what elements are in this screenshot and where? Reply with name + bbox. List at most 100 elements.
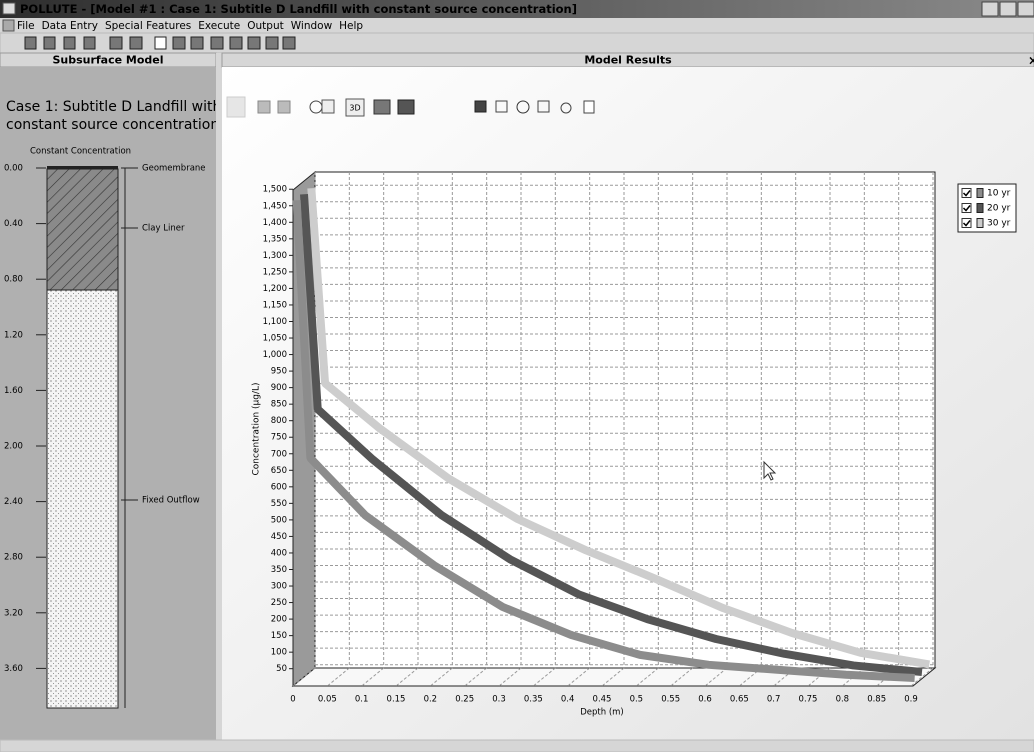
tool-button[interactable] (278, 101, 290, 113)
doc-icon (3, 20, 14, 31)
x-tick-label: 0.85 (867, 695, 886, 705)
tool-button[interactable] (230, 37, 242, 49)
y-tick-label: 500 (271, 515, 287, 525)
screen: POLLUTE - [Model #1 : Case 1: Subtitle D… (0, 0, 1034, 752)
tool-button[interactable] (64, 37, 75, 49)
y-tick-label: 350 (271, 565, 287, 575)
chart: 5010015020025030035040045050055060065070… (252, 172, 1017, 718)
x-tick-label: 0.45 (593, 695, 612, 705)
legend-checkbox[interactable] (962, 189, 971, 198)
menu-item[interactable]: Output (247, 20, 283, 32)
y-tick-label: 1,350 (263, 234, 287, 244)
page: {"window": {"title": "POLLUTE - [Model #… (0, 0, 1034, 752)
close-button[interactable] (1018, 2, 1034, 16)
depth-label: 3.20 (4, 608, 23, 618)
menu-item[interactable]: Help (339, 20, 363, 32)
y-tick-label: 950 (271, 367, 287, 377)
y-tick-label: 250 (271, 598, 287, 608)
tool-button[interactable] (584, 101, 594, 113)
x-tick-label: 0.35 (524, 695, 543, 705)
x-tick-label: 0.6 (698, 695, 712, 705)
toolbar-buttons (25, 37, 295, 49)
x-tick-label: 0.3 (492, 695, 506, 705)
menu-item[interactable]: Special Features (105, 20, 191, 32)
legend-swatch (977, 189, 983, 198)
y-axis-title: Concentration (µg/L) (252, 382, 262, 475)
tool-button[interactable] (398, 100, 414, 114)
tool-button[interactable] (191, 37, 203, 49)
maximize-button[interactable] (1000, 2, 1016, 16)
legend-checkbox[interactable] (962, 219, 971, 228)
menu-item[interactable]: File (17, 20, 35, 32)
x-tick-label: 0.5 (630, 695, 644, 705)
y-tick-label: 200 (271, 615, 287, 625)
back-wall (315, 172, 935, 668)
tool-button[interactable] (25, 37, 36, 49)
tool-button[interactable] (258, 101, 270, 113)
y-tick-label: 700 (271, 449, 287, 459)
tool-button[interactable] (266, 37, 278, 49)
y-tick-label: 150 (271, 631, 287, 641)
y-tick-label: 1,250 (263, 267, 287, 277)
tool-button[interactable] (130, 37, 142, 49)
y-tick-label: 650 (271, 466, 287, 476)
tool-button[interactable] (374, 100, 390, 114)
tool-button[interactable] (173, 37, 185, 49)
view-3d-label[interactable]: 3D (349, 104, 360, 113)
x-tick-label: 0.25 (455, 695, 474, 705)
window-buttons (982, 2, 1034, 16)
y-tick-label: 300 (271, 582, 287, 592)
window-title: POLLUTE - [Model #1 : Case 1: Subtitle D… (20, 2, 577, 16)
tool-button[interactable] (110, 37, 122, 49)
y-tick-label: 900 (271, 383, 287, 393)
app-icon (3, 3, 15, 14)
status-bar (0, 740, 1034, 752)
x-tick-label: 0.4 (561, 695, 575, 705)
x-tick-label: 0.7 (767, 695, 781, 705)
depth-label: 1.60 (4, 386, 23, 396)
tool-button[interactable] (211, 37, 223, 49)
tool-button[interactable] (227, 97, 245, 117)
x-tick-label: 0.75 (799, 695, 818, 705)
splitter (216, 53, 222, 740)
minimize-button[interactable] (982, 2, 998, 16)
y-tick-label: 1,100 (263, 317, 287, 327)
tool-button[interactable] (248, 37, 260, 49)
legend-swatch (977, 204, 983, 213)
menu-item[interactable]: Execute (198, 20, 240, 32)
y-tick-label: 1,300 (263, 251, 287, 261)
x-tick-label: 0.9 (904, 695, 918, 705)
tool-button[interactable] (283, 37, 295, 49)
tool-button[interactable] (155, 37, 166, 49)
x-tick-label: 0.65 (730, 695, 749, 705)
case-title: constant source concentration (6, 117, 219, 133)
y-tick-label: 50 (276, 664, 287, 674)
y-tick-label: 1,050 (263, 334, 287, 344)
y-tick-label: 600 (271, 482, 287, 492)
case-title: Case 1: Subtitle D Landfill with (6, 99, 221, 115)
menu-item[interactable]: Data Entry (42, 20, 98, 32)
x-tick-label: 0.05 (318, 695, 337, 705)
tool-button[interactable] (475, 101, 486, 112)
legend-label: 20 yr (987, 204, 1011, 214)
tool-button[interactable] (84, 37, 95, 49)
panel-title: Model Results (584, 54, 672, 67)
tool-button[interactable] (44, 37, 55, 49)
y-tick-label: 1,150 (263, 300, 287, 310)
sand-layer (47, 290, 118, 708)
y-tick-label: 1,000 (263, 350, 287, 360)
legend-checkbox[interactable] (962, 204, 971, 213)
x-tick-label: 0.15 (387, 695, 406, 705)
panel-close[interactable]: × (1028, 54, 1034, 68)
depth-label: 2.80 (4, 553, 23, 563)
layer-label: Geomembrane (142, 164, 206, 174)
x-tick-label: 0.2 (424, 695, 438, 705)
menu-item[interactable]: Window (291, 20, 333, 32)
tool-button[interactable] (322, 100, 334, 113)
y-tick-label: 1,400 (263, 218, 287, 228)
y-tick-label: 400 (271, 548, 287, 558)
depth-label: 0.00 (4, 164, 23, 174)
y-tick-label: 100 (271, 648, 287, 658)
y-tick-label: 450 (271, 532, 287, 542)
depth-label: 0.80 (4, 275, 23, 285)
